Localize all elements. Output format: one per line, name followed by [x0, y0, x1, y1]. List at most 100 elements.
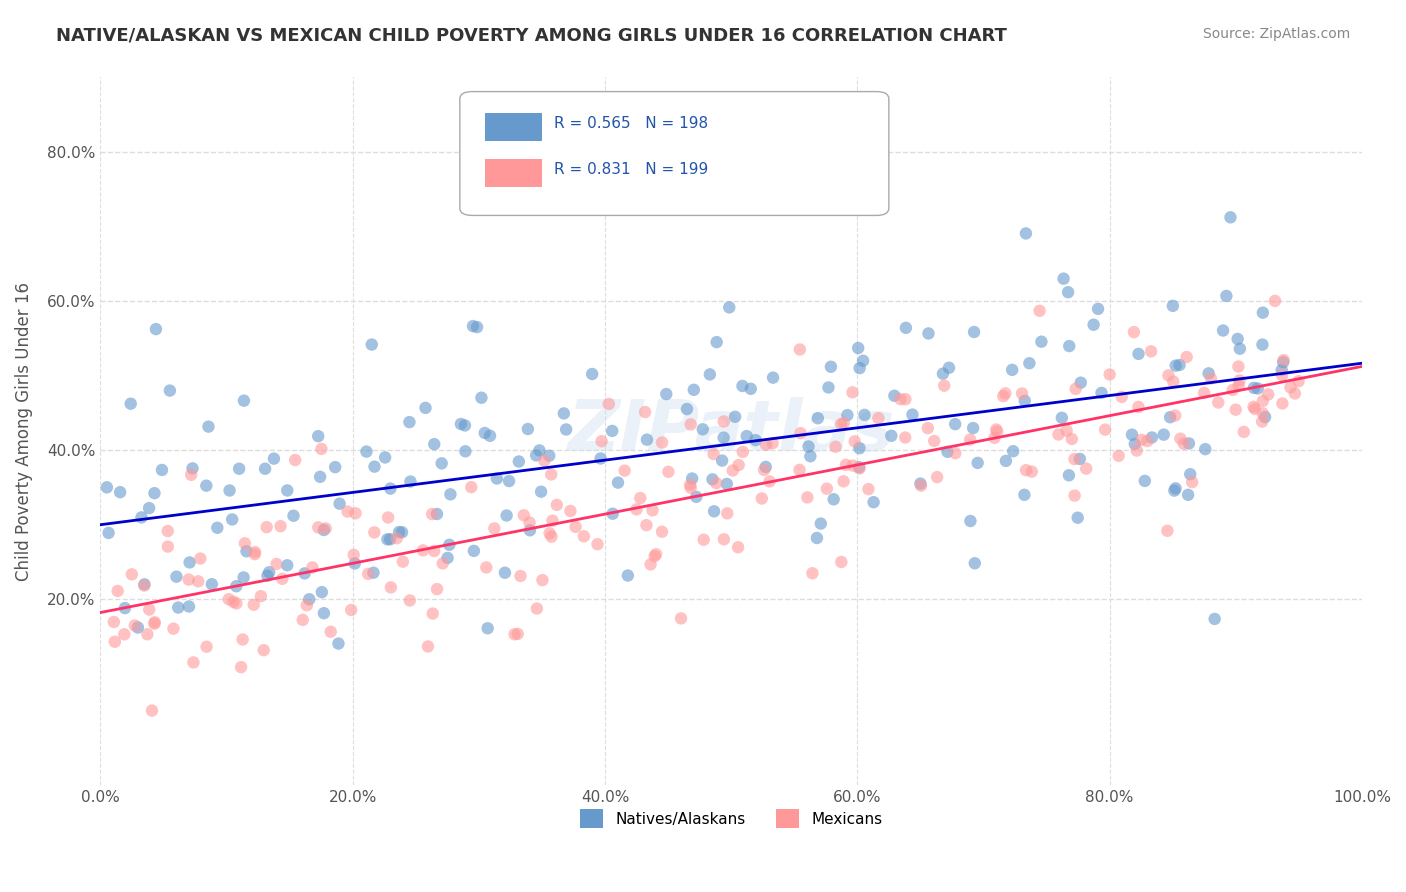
Mexicans	[679, 481, 702, 495]
Natives/Alaskans	[917, 326, 939, 341]
Natives/Alaskans	[810, 516, 832, 531]
Mexicans	[669, 611, 692, 625]
Natives/Alaskans	[312, 523, 335, 537]
Natives/Alaskans	[398, 415, 420, 429]
Natives/Alaskans	[1198, 367, 1220, 381]
Mexicans	[187, 574, 209, 589]
Natives/Alaskans	[311, 585, 333, 599]
Mexicans	[832, 475, 855, 489]
Mexicans	[1126, 443, 1149, 458]
Natives/Alaskans	[225, 579, 247, 593]
Natives/Alaskans	[823, 492, 845, 507]
Mexicans	[751, 491, 773, 506]
Natives/Alaskans	[1215, 289, 1237, 303]
Mexicans	[1175, 350, 1198, 364]
Natives/Alaskans	[150, 463, 173, 477]
Mexicans	[910, 478, 932, 492]
Natives/Alaskans	[276, 558, 298, 573]
Mexicans	[315, 521, 337, 535]
Mexicans	[134, 578, 156, 592]
Natives/Alaskans	[430, 456, 453, 470]
Natives/Alaskans	[426, 507, 449, 521]
Natives/Alaskans	[718, 301, 741, 315]
Natives/Alaskans	[1014, 488, 1036, 502]
Mexicans	[1251, 406, 1274, 420]
Mexicans	[679, 417, 702, 432]
Mexicans	[1063, 489, 1085, 503]
Mexicans	[894, 430, 917, 444]
Mexicans	[1064, 382, 1087, 396]
Mexicans	[531, 573, 554, 587]
Mexicans	[789, 463, 811, 477]
Mexicans	[1206, 395, 1229, 409]
Mexicans	[986, 422, 1008, 436]
Natives/Alaskans	[820, 359, 842, 374]
Natives/Alaskans	[479, 429, 502, 443]
Natives/Alaskans	[1243, 381, 1265, 395]
Natives/Alaskans	[494, 566, 516, 580]
Natives/Alaskans	[363, 459, 385, 474]
Natives/Alaskans	[716, 477, 738, 491]
Natives/Alaskans	[529, 443, 551, 458]
Natives/Alaskans	[232, 570, 254, 584]
Mexicans	[475, 560, 498, 574]
Natives/Alaskans	[1271, 363, 1294, 377]
Mexicans	[1170, 432, 1192, 446]
Mexicans	[841, 385, 863, 400]
Natives/Alaskans	[1083, 318, 1105, 332]
Natives/Alaskans	[852, 353, 875, 368]
Natives/Alaskans	[600, 424, 623, 438]
Natives/Alaskans	[807, 411, 830, 425]
Natives/Alaskans	[298, 592, 321, 607]
Natives/Alaskans	[1002, 444, 1025, 458]
Mexicans	[1199, 371, 1222, 385]
Mexicans	[679, 478, 702, 492]
Natives/Alaskans	[343, 557, 366, 571]
Text: ZIPatlas: ZIPatlas	[568, 397, 894, 466]
Natives/Alaskans	[436, 550, 458, 565]
Mexicans	[789, 343, 811, 357]
Mexicans	[727, 458, 749, 472]
Mexicans	[1140, 344, 1163, 359]
Mexicans	[1021, 465, 1043, 479]
Mexicans	[1243, 401, 1265, 416]
Mexicans	[983, 431, 1005, 445]
Mexicans	[242, 598, 264, 612]
Natives/Alaskans	[495, 508, 517, 523]
Natives/Alaskans	[294, 566, 316, 581]
Natives/Alaskans	[1164, 359, 1187, 373]
Natives/Alaskans	[391, 525, 413, 540]
Mexicans	[1136, 434, 1159, 448]
Natives/Alaskans	[711, 453, 734, 467]
Mexicans	[124, 618, 146, 632]
Mexicans	[180, 467, 202, 482]
Mexicans	[889, 392, 911, 406]
Natives/Alaskans	[883, 389, 905, 403]
Natives/Alaskans	[470, 391, 492, 405]
Mexicans	[713, 415, 735, 429]
Natives/Alaskans	[846, 341, 869, 355]
Mexicans	[564, 520, 586, 534]
Mexicans	[136, 627, 159, 641]
Mexicans	[848, 461, 870, 475]
Mexicans	[270, 519, 292, 533]
Mexicans	[986, 425, 1008, 439]
Natives/Alaskans	[114, 601, 136, 615]
Natives/Alaskans	[555, 422, 578, 436]
Natives/Alaskans	[740, 382, 762, 396]
Natives/Alaskans	[724, 409, 747, 424]
Mexicans	[503, 627, 526, 641]
Natives/Alaskans	[479, 189, 502, 203]
Mexicans	[183, 656, 205, 670]
Natives/Alaskans	[607, 475, 630, 490]
Natives/Alaskans	[524, 448, 547, 462]
Mexicans	[1076, 461, 1098, 475]
Natives/Alaskans	[963, 325, 986, 339]
Natives/Alaskans	[1251, 337, 1274, 351]
Mexicans	[229, 660, 252, 674]
Natives/Alaskans	[232, 393, 254, 408]
Mexicans	[533, 453, 555, 467]
Natives/Alaskans	[1254, 410, 1277, 425]
Mexicans	[830, 417, 852, 431]
Mexicans	[1225, 402, 1247, 417]
